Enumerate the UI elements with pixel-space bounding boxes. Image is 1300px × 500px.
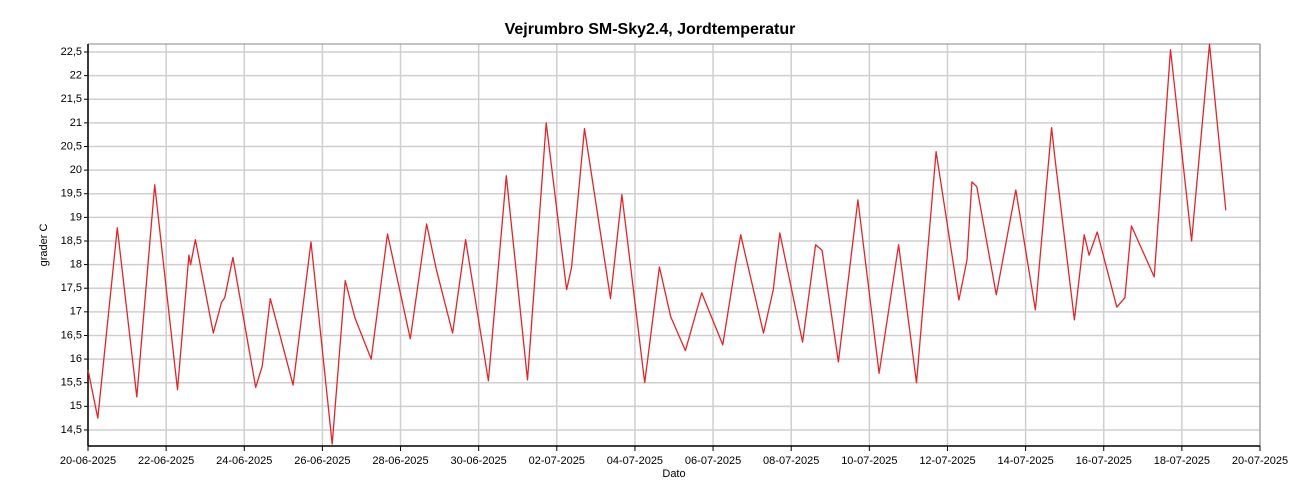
x-tick-label: 22-06-2025: [138, 455, 194, 467]
y-tick-label: 17,5: [61, 282, 82, 294]
y-tick-label: 22,5: [61, 46, 82, 58]
y-tick-label: 22: [70, 70, 82, 82]
y-tick-label: 21: [70, 117, 82, 129]
y-tick-label: 17: [70, 306, 82, 318]
x-tick-label: 26-06-2025: [294, 455, 350, 467]
y-tick-label: 20: [70, 164, 82, 176]
y-tick-label: 21,5: [61, 93, 82, 105]
data-line: [87, 43, 1227, 445]
y-tick-label: 18,5: [61, 235, 82, 247]
x-tick-label: 16-07-2025: [1076, 455, 1132, 467]
x-tick-label: 18-07-2025: [1154, 455, 1210, 467]
y-axis-label: grader C: [38, 224, 50, 267]
y-tick-label: 16,5: [61, 329, 82, 341]
y-tick-label: 18: [70, 259, 82, 271]
y-tick-label: 20,5: [61, 140, 82, 152]
x-tick-label: 10-07-2025: [841, 455, 897, 467]
y-tick-label: 14,5: [61, 424, 82, 436]
y-tick-label: 15: [70, 400, 82, 412]
x-tick-label: 08-07-2025: [763, 455, 819, 467]
y-tick-label: 19,5: [61, 188, 82, 200]
x-tick-label: 24-06-2025: [216, 455, 272, 467]
x-tick-label: 12-07-2025: [919, 455, 975, 467]
x-tick-label: 14-07-2025: [997, 455, 1053, 467]
x-tick-label: 20-07-2025: [1232, 455, 1288, 467]
x-tick-label: 20-06-2025: [60, 455, 116, 467]
x-tick-label: 30-06-2025: [451, 455, 507, 467]
x-tick-label: 06-07-2025: [685, 455, 741, 467]
y-tick-label: 15,5: [61, 377, 82, 389]
x-tick-label: 02-07-2025: [529, 455, 585, 467]
y-tick-label: 16: [70, 353, 82, 365]
x-tick-label: 28-06-2025: [372, 455, 428, 467]
x-tick-label: 04-07-2025: [607, 455, 663, 467]
chart-title: Vejrumbro SM-Sky2.4, Jordtemperatur: [505, 21, 796, 38]
x-axis-label: Dato: [662, 468, 685, 480]
y-tick-label: 19: [70, 211, 82, 223]
